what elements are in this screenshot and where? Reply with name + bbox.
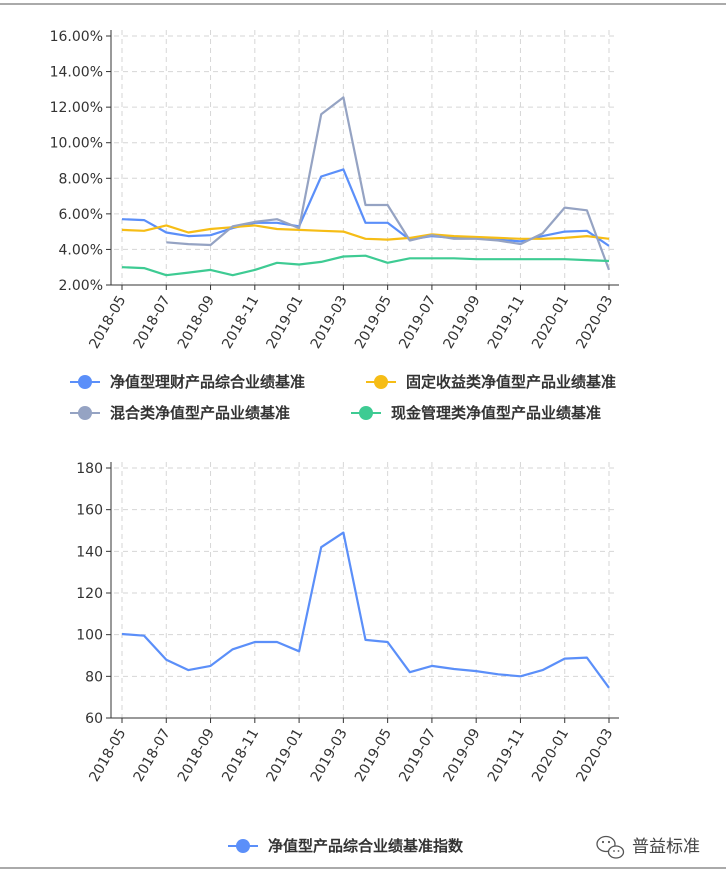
x-tick-label: 2018-05 (86, 293, 129, 352)
x-tick-label: 2019-11 (485, 293, 528, 352)
y-tick-label: 8.00% (59, 171, 103, 187)
y-tick-label: 100 (76, 628, 103, 644)
index-chart: 60 80 100 120 140 160 180 2018-05 2018-07 2018-09… (76, 461, 619, 785)
x-tick-label: 2019-03 (308, 726, 351, 785)
series-line-2 (166, 96, 611, 271)
legend-marker (374, 375, 388, 389)
x-tick-label: 2019-05 (352, 726, 395, 785)
legend-marker (236, 839, 250, 853)
x-tick-label: 2018-09 (175, 293, 218, 352)
brand-name: 普益标准 (632, 837, 700, 857)
x-tick-label: 2019-03 (308, 293, 351, 352)
y-tick-label: 160 (76, 503, 103, 519)
legend-marker (359, 406, 373, 420)
series-line-0 (121, 531, 610, 689)
y-tick-label: 140 (76, 544, 103, 560)
brand-watermark: 普益标准 (596, 835, 700, 859)
legend-label: 固定收益类净值型产品业绩基准 (406, 373, 616, 391)
y-tick-label: 12.00% (50, 100, 103, 116)
y-tick-label: 80 (85, 669, 103, 685)
y-tick-label: 16.00% (50, 29, 103, 45)
y-tick-label: 60 (85, 711, 103, 727)
legend-label: 混合类净值型产品业绩基准 (110, 404, 290, 422)
x-tick-label: 2018-05 (86, 726, 129, 785)
x-tick-label: 2019-05 (352, 293, 395, 352)
x-tick-label: 2019-01 (263, 726, 306, 785)
series-line-0 (121, 168, 610, 247)
y-tick-label: 14.00% (50, 65, 103, 81)
x-tick-label: 2019-09 (441, 726, 484, 785)
legend-marker (78, 375, 92, 389)
x-tick-label: 2018-07 (131, 293, 174, 352)
index-legend: 净值型产品综合业绩基准指数 (228, 837, 464, 855)
legend-marker (78, 406, 92, 420)
x-tick-label: 2019-09 (441, 293, 484, 352)
x-tick-label: 2018-11 (219, 293, 262, 352)
series-line-3 (121, 254, 610, 277)
x-tick-label: 2018-09 (175, 726, 218, 785)
series-line-1 (121, 224, 610, 241)
y-tick-label: 4.00% (59, 242, 103, 258)
x-tick-label: 2019-07 (396, 293, 439, 352)
y-tick-label: 180 (76, 461, 103, 477)
x-tick-label: 2018-07 (131, 726, 174, 785)
x-tick-label: 2019-07 (396, 726, 439, 785)
x-tick-label: 2020-03 (573, 726, 616, 785)
y-tick-label: 120 (76, 586, 103, 602)
x-tick-label: 2020-01 (529, 293, 572, 352)
x-tick-label: 2020-03 (573, 293, 616, 352)
wechat-icon (596, 835, 625, 859)
yield-benchmark-chart: 2.00% 4.00% 6.00% 8.00% 10.00% 12.00% 14.00% 16… (50, 29, 619, 352)
y-tick-label: 2.00% (59, 278, 103, 294)
y-tick-label: 6.00% (59, 207, 103, 223)
y-tick-label: 10.00% (50, 136, 103, 152)
x-tick-label: 2019-01 (263, 293, 306, 352)
x-tick-label: 2018-11 (219, 726, 262, 785)
x-tick-label: 2019-11 (485, 726, 528, 785)
legend-label: 现金管理类净值型产品业绩基准 (391, 404, 601, 422)
x-tick-label: 2020-01 (529, 726, 572, 785)
legend-label: 净值型产品综合业绩基准指数 (268, 837, 464, 855)
legend-label: 净值型理财产品综合业绩基准 (110, 373, 305, 391)
